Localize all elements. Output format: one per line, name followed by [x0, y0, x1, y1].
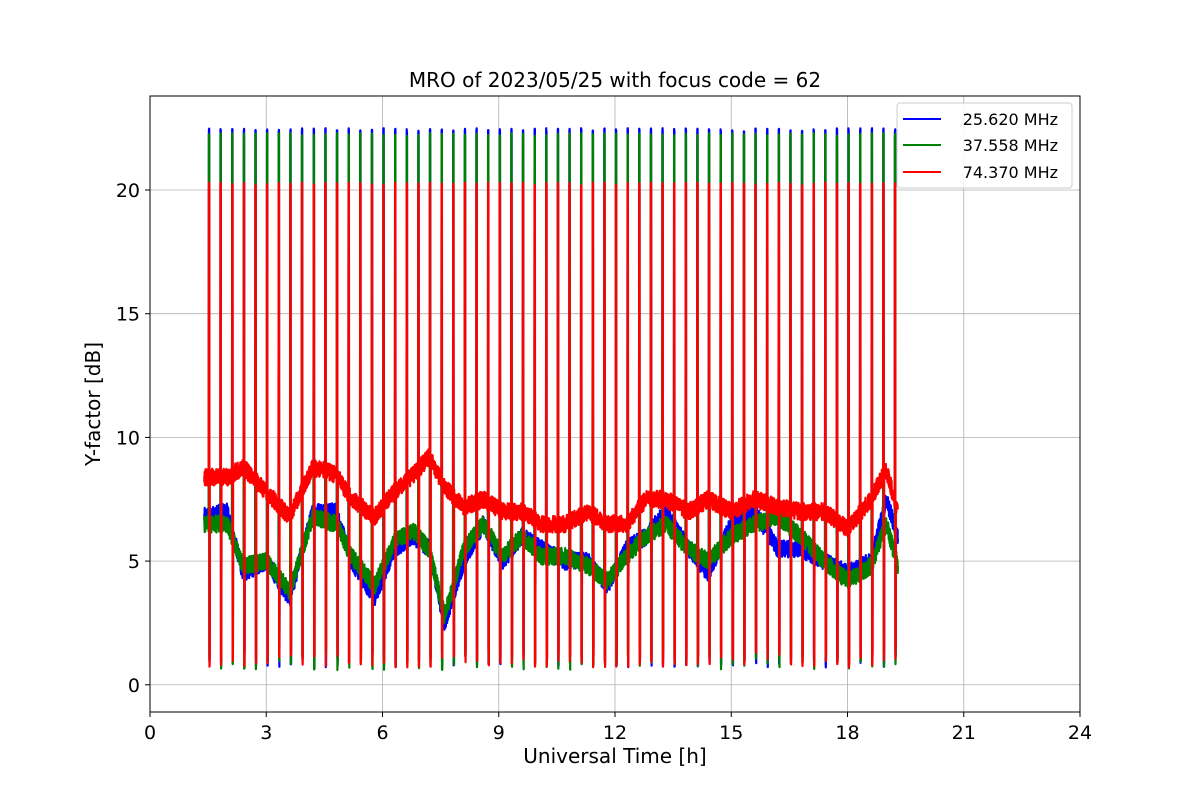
- series-line-2: [203, 181, 899, 669]
- x-tick-label: 21: [952, 722, 976, 744]
- y-tick-label: 10: [116, 427, 140, 449]
- legend-label-series-2: 74.370 MHz: [963, 163, 1058, 182]
- x-axis: 0 3 6 9 12 15 18 21 24: [144, 712, 1092, 744]
- x-tick-label: 0: [144, 722, 156, 744]
- y-tick-label: 5: [128, 551, 140, 573]
- legend-box: [896, 102, 1073, 189]
- y-axis-label: Y-factor [dB]: [81, 342, 105, 467]
- x-axis-label: Universal Time [h]: [523, 744, 706, 768]
- plot-area: [203, 127, 899, 672]
- x-tick-label: 15: [719, 722, 743, 744]
- x-tick-label: 9: [493, 722, 505, 744]
- legend-label-series-0: 25.620 MHz: [963, 110, 1058, 129]
- y-tick-label: 15: [116, 304, 140, 326]
- x-tick-label: 3: [260, 722, 272, 744]
- y-axis: 0 5 10 15 20: [116, 180, 150, 697]
- y-tick-label: 0: [128, 675, 140, 697]
- y-tick-label: 20: [116, 180, 140, 202]
- x-tick-label: 6: [376, 722, 388, 744]
- legend-label-series-1: 37.558 MHz: [963, 136, 1058, 155]
- x-tick-label: 24: [1068, 722, 1092, 744]
- chart-title: MRO of 2023/05/25 with focus code = 62: [409, 68, 821, 92]
- x-tick-label: 18: [835, 722, 859, 744]
- legend: 25.620 MHz 37.558 MHz 74.370 MHz: [896, 102, 1073, 189]
- x-tick-label: 12: [603, 722, 627, 744]
- series-line-1: [203, 132, 899, 672]
